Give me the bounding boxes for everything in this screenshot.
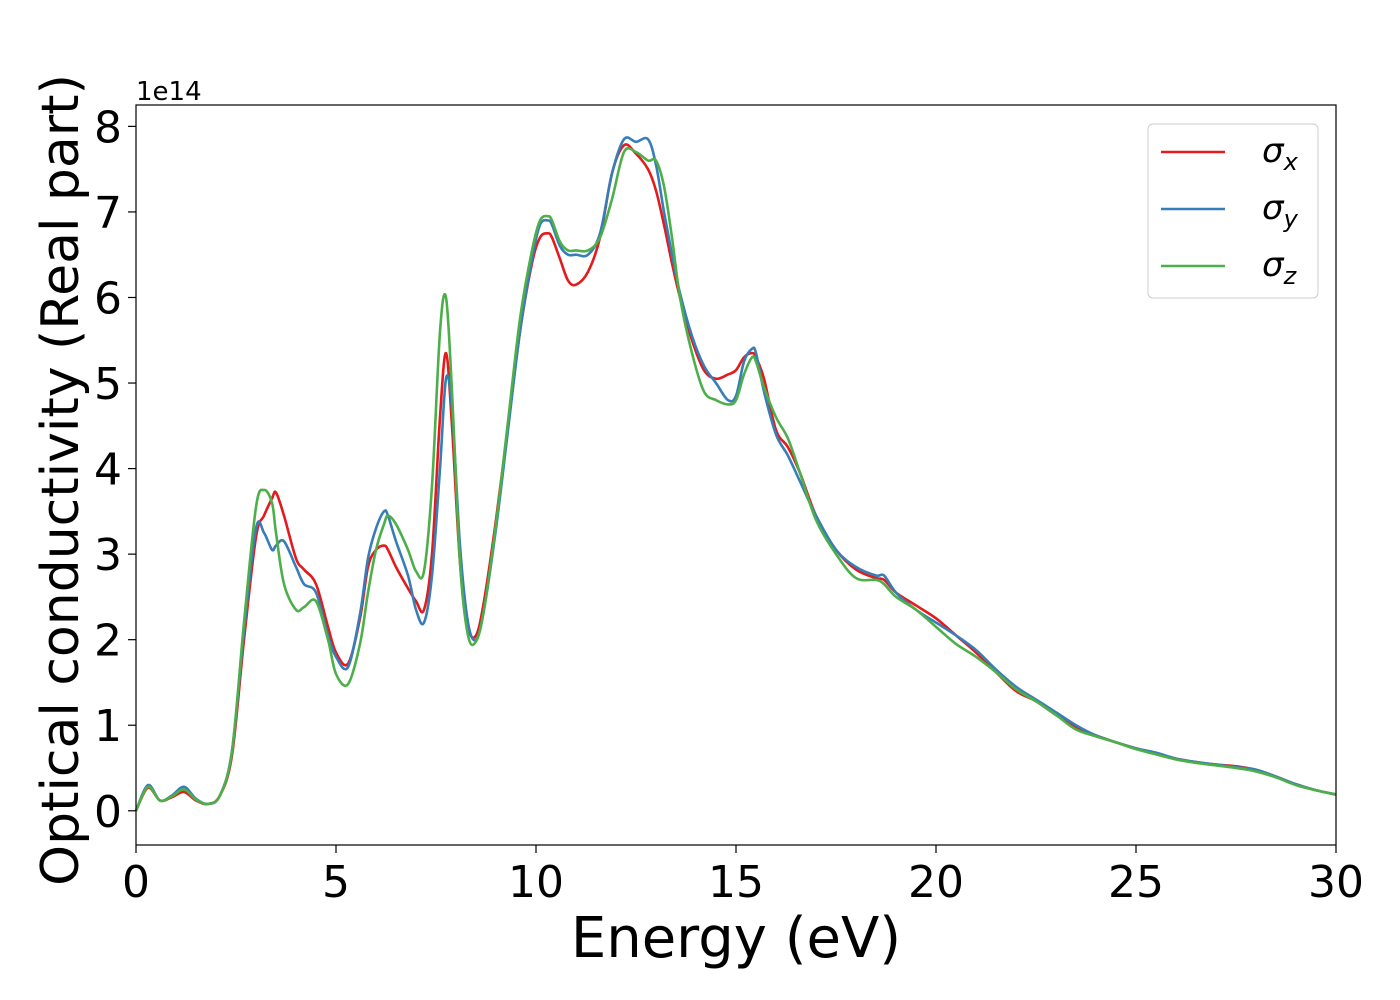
legend-label-x: σx (1262, 131, 1299, 176)
legend-box (1147, 123, 1319, 299)
x-axis-title: Energy (eV) (571, 906, 901, 971)
y-tick-label: 4 (94, 445, 122, 496)
x-tick-label: 20 (908, 857, 964, 908)
x-tick-label: 5 (322, 857, 350, 908)
legend-label-z: σz (1262, 245, 1298, 290)
legend-label-y: σy (1262, 188, 1299, 233)
y-offset-label: 1e14 (136, 77, 202, 107)
y-tick-label: 5 (94, 359, 122, 410)
y-axis-title: Optical conductivity (Real part) (31, 74, 91, 886)
legend: σx σy σz (1147, 123, 1319, 299)
x-tick-label: 10 (508, 857, 564, 908)
x-tick-label: 0 (122, 857, 150, 908)
y-tick-label: 2 (94, 616, 122, 667)
y-tick-label: 6 (94, 273, 122, 324)
series-line-z (134, 146, 1337, 812)
y-tick-label: 8 (94, 102, 122, 153)
y-tick-label: 7 (94, 188, 122, 239)
series-line-y (134, 136, 1337, 812)
y-tick-label: 3 (94, 530, 122, 581)
ticks-layer: 0 5 10 15 20 25 30 0 1 2 3 4 5 6 7 8 (94, 102, 1364, 908)
x-tick-label: 30 (1308, 857, 1364, 908)
y-tick-label: 1 (94, 701, 122, 752)
x-tick-label: 15 (708, 857, 764, 908)
series-layer (134, 136, 1337, 812)
x-tick-label: 25 (1108, 857, 1164, 908)
y-tick-label: 0 (94, 787, 122, 838)
